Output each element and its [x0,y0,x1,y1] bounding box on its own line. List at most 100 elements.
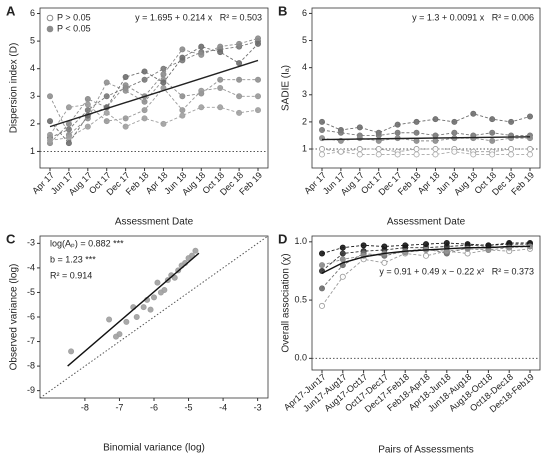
data-point [160,71,167,78]
plot-frame [39,7,269,169]
data-point [318,118,325,125]
y-tick-label: 0.0 [294,353,307,363]
data-point [527,146,534,153]
y-tick-label: 6 [302,8,307,18]
data-point [47,118,54,125]
data-point [236,60,243,67]
data-point [489,151,496,158]
data-point [122,115,129,122]
data-point [375,146,382,153]
data-point [150,294,157,301]
data-point [236,76,243,83]
data-point [160,120,167,127]
y-tick-label: 5 [302,35,307,45]
y-tick-label: -7 [27,336,35,346]
y-axis-title: Observed variance (log) [9,264,20,371]
y-tick-label: 2 [302,116,307,126]
data-point [508,151,515,158]
y-tick-label: -9 [27,385,35,395]
data-point [432,116,439,123]
series-line [321,151,530,155]
data-point [65,134,72,141]
data-point [339,256,346,263]
data-point [432,146,439,153]
annotation: log(Aₚ) = 0.882 *** [50,238,124,248]
data-point [489,137,496,144]
data-point [141,107,148,114]
data-point [198,43,205,50]
series-line [49,40,259,139]
x-tick-label: -7 [115,402,123,412]
data-point [413,146,420,153]
data-point [217,49,224,56]
y-tick-label: -6 [27,311,35,321]
data-point [141,68,148,75]
data-point [381,259,388,266]
data-point [489,116,496,123]
y-tick-label: -8 [27,360,35,370]
data-point [217,76,224,83]
annotation: y = 1.3 + 0.0091 x R² = 0.006 [412,12,534,22]
data-point [318,285,325,292]
data-point [318,127,325,134]
x-axis-title: Assessment Date [387,217,466,228]
y-tick-label: 1.0 [294,236,307,246]
series-line [321,113,531,134]
data-point [84,123,91,130]
annotation: R² = 0.914 [50,270,92,280]
data-point [217,43,224,50]
y-tick-label: 6 [30,8,35,18]
data-point [318,250,325,257]
series-line [49,79,258,136]
data-point [123,318,130,325]
data-point [337,148,344,155]
x-axis-title: Pairs of Assessments [378,445,474,456]
data-point [65,104,72,111]
x-tick-label: -3 [254,402,262,412]
data-point [154,279,161,286]
annotation: b = 1.23 *** [50,254,96,264]
data-point [217,104,224,111]
data-point [489,129,496,136]
data-point [122,123,129,130]
data-point [254,40,261,47]
panel-label: D [278,231,287,246]
data-point [171,274,178,281]
data-point [179,107,186,114]
data-point [103,109,110,116]
y-tick-label: 3 [302,89,307,99]
series-line [49,106,259,141]
data-point [337,129,344,136]
data-point [160,65,167,72]
data-point [198,104,205,111]
x-tick-label: -8 [81,402,89,412]
y-tick-label: 0.5 [294,294,307,304]
trend-line [321,136,531,141]
data-point [422,252,429,259]
data-point [254,35,261,42]
data-point [47,137,54,144]
y-tick-label: 4 [302,62,307,72]
y-axis-title: Dispersion index (D) [9,43,20,134]
data-point [413,151,420,158]
data-point [318,146,325,153]
data-point [68,348,75,355]
data-point [432,151,439,158]
data-point [103,118,110,125]
data-point [198,51,205,58]
data-point [508,118,515,125]
data-point [451,148,458,155]
data-point [161,286,168,293]
y-tick-label: -4 [27,262,35,272]
data-point [141,76,148,83]
data-point [413,137,420,144]
data-point [318,151,325,158]
data-point [422,241,429,248]
annotation: y = 1.695 + 0.214 x R² = 0.503 [135,12,262,22]
legend-symbol [46,14,54,22]
y-axis-title: Overall association (χ) [281,253,292,352]
data-point [141,98,148,105]
trend-curve [321,245,530,274]
data-point [192,247,199,254]
data-point [527,151,534,158]
